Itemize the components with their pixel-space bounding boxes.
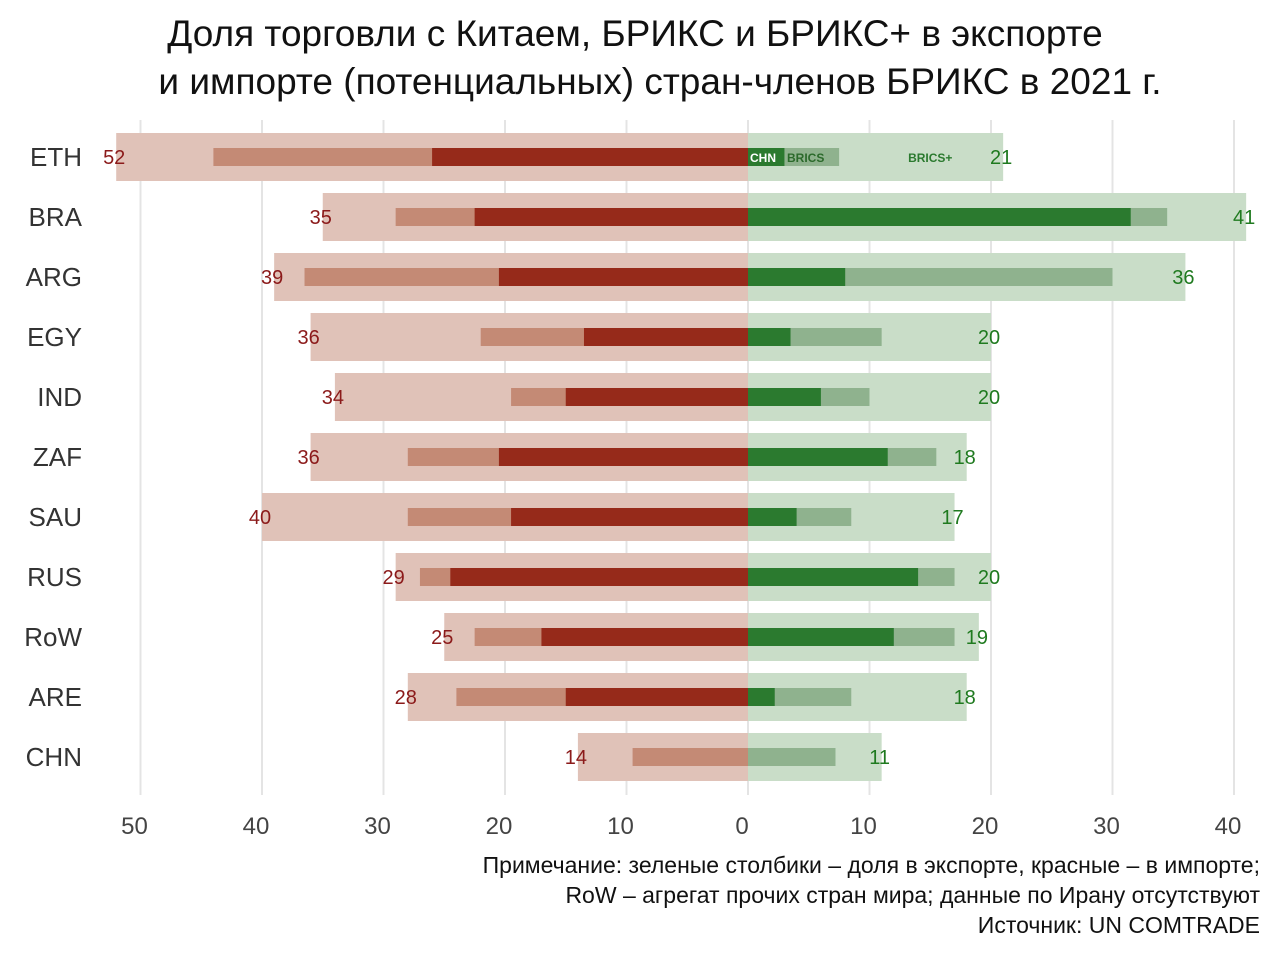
category-label: ARE	[29, 682, 82, 712]
bar-export-chn	[748, 328, 791, 346]
legend-bricsplus-label: BRICS+	[908, 151, 952, 165]
category-label: RoW	[24, 622, 82, 652]
x-tick-label: 10	[850, 813, 877, 840]
legend-brics-label: BRICS	[787, 151, 824, 165]
category-label: ETH	[30, 142, 82, 172]
export-value-label: 20	[978, 387, 1000, 409]
x-tick-label: 10	[607, 813, 634, 840]
x-tick-label: 0	[735, 813, 748, 840]
export-value-label: 21	[990, 147, 1012, 169]
import-value-label: 14	[565, 747, 587, 769]
import-value-label: 28	[395, 687, 417, 709]
note-colors: Примечание: зеленые столбики – доля в эк…	[482, 852, 1260, 878]
category-label: SAU	[29, 502, 82, 532]
export-value-label: 18	[954, 447, 976, 469]
export-value-label: 18	[954, 687, 976, 709]
bar-import-chn	[565, 688, 748, 706]
legend-chn-label: CHN	[750, 151, 776, 165]
bar-export-chn	[748, 148, 785, 166]
export-value-label: 36	[1172, 267, 1194, 289]
x-tick-label: 50	[121, 813, 148, 840]
bar-export-chn	[748, 688, 775, 706]
bar-export-chn	[748, 568, 919, 586]
import-value-label: 34	[322, 387, 344, 409]
bar-export-chn	[748, 208, 1131, 226]
bar-import-chn	[498, 448, 748, 466]
export-value-label: 20	[978, 327, 1000, 349]
bar-import-brics	[632, 748, 748, 766]
bar-import-chn	[432, 148, 748, 166]
bar-import-chn	[541, 628, 748, 646]
category-label: RUS	[27, 562, 82, 592]
bar-export-chn	[748, 268, 846, 286]
import-value-label: 29	[383, 567, 405, 589]
bar-import-chn	[450, 568, 748, 586]
import-value-label: 36	[297, 327, 319, 349]
chart-title-line-2: и импорте (потенциальных) стран-членов Б…	[158, 61, 1162, 102]
bar-export-chn	[748, 508, 797, 526]
x-tick-label: 40	[243, 813, 270, 840]
category-label: BRA	[29, 202, 83, 232]
x-tick-label: 40	[1215, 813, 1242, 840]
bar-export-chn	[748, 448, 888, 466]
export-value-label: 41	[1233, 207, 1255, 229]
note-row: RoW – агрегат прочих стран мира; данные …	[565, 882, 1260, 908]
note-source: Источник: UN COMTRADE	[977, 912, 1260, 938]
bar-export-brics	[748, 748, 836, 766]
import-value-label: 52	[103, 147, 125, 169]
import-value-label: 25	[431, 627, 453, 649]
import-value-label: 39	[261, 267, 283, 289]
bar-export-chn	[748, 628, 894, 646]
import-value-label: 36	[297, 447, 319, 469]
category-label: EGY	[27, 322, 82, 352]
bar-export-chn	[748, 388, 821, 406]
x-tick-label: 20	[486, 813, 513, 840]
bar-import-chn	[511, 508, 748, 526]
category-label: ARG	[26, 262, 82, 292]
export-value-label: 17	[941, 507, 963, 529]
category-label: CHN	[26, 742, 82, 772]
bar-import-chn	[474, 208, 748, 226]
category-label: IND	[37, 382, 82, 412]
import-value-label: 35	[310, 207, 332, 229]
export-value-label: 20	[978, 567, 1000, 589]
bar-import-chn	[583, 328, 748, 346]
export-value-label: 19	[966, 627, 988, 649]
bar-import-chn	[498, 268, 748, 286]
bar-import-chn	[565, 388, 748, 406]
chart-title-line-1: Доля торговли с Китаем, БРИКС и БРИКС+ в…	[167, 13, 1103, 54]
x-tick-label: 20	[972, 813, 999, 840]
category-label: ZAF	[33, 442, 82, 472]
x-tick-label: 30	[1093, 813, 1120, 840]
import-value-label: 40	[249, 507, 271, 529]
export-value-label: 11	[869, 747, 890, 769]
x-tick-label: 30	[364, 813, 391, 840]
